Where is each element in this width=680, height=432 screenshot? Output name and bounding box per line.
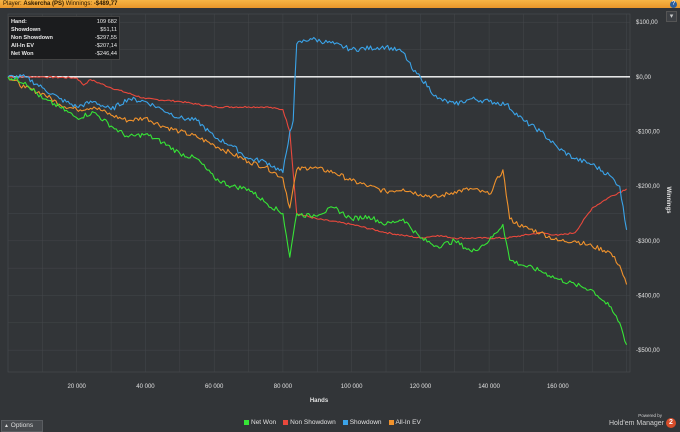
plot-frame xyxy=(7,13,631,373)
y-tick-label: -$100,00 xyxy=(636,130,660,136)
chart-grid xyxy=(7,13,631,373)
title-bar: Player: Askercha (PS) Winnings: -$489,77… xyxy=(0,0,680,8)
winnings-label: Winnings: xyxy=(65,1,93,7)
legend-label: Showdown xyxy=(349,419,382,426)
stat-value: -$297,55 xyxy=(94,35,117,41)
legend-label: Net Won xyxy=(251,419,277,426)
legend-item-showdown[interactable]: Showdown xyxy=(342,419,382,426)
y-tick-label: -$400,00 xyxy=(636,293,660,299)
y-axis-label: Winnings xyxy=(665,187,671,215)
stat-label: Net Won xyxy=(11,51,34,57)
legend-item-all-in-ev[interactable]: All-In EV xyxy=(388,419,421,426)
stat-value: -$246,44 xyxy=(94,51,117,57)
player-name: Askercha (PS) xyxy=(23,1,65,7)
legend-label: All-In EV xyxy=(395,419,421,426)
series-line-showdown xyxy=(7,36,628,230)
series-line-all-in_ev xyxy=(7,76,628,285)
x-tick-label: 60 000 xyxy=(205,384,224,390)
stat-row-hand: Hand: 109 682 xyxy=(11,18,117,26)
hm2-logo-icon: 2 xyxy=(666,418,676,428)
expand-icon[interactable]: ▾ xyxy=(666,11,677,22)
legend-swatch xyxy=(388,420,394,425)
product-name: Hold'em Manager xyxy=(608,419,664,427)
options-button[interactable]: ▲ Options xyxy=(1,420,43,432)
stat-row-non-showdown: Non Showdown -$297,55 xyxy=(11,34,117,42)
y-tick-label: -$500,00 xyxy=(636,348,660,354)
legend-swatch xyxy=(283,420,289,425)
stat-label: Non Showdown xyxy=(11,35,53,41)
triangle-up-icon: ▲ xyxy=(4,423,9,429)
x-axis-label: Hands xyxy=(310,398,329,404)
series-line-net-won xyxy=(7,76,628,345)
stat-value: $51,11 xyxy=(100,27,117,33)
stat-label: Showdown xyxy=(11,27,41,33)
chart-legend: Net Won Non Showdown Showdown All-In EV xyxy=(244,419,421,426)
chart-series xyxy=(7,36,630,345)
stat-row-net-won: Net Won -$246,44 xyxy=(11,50,117,58)
chart-ticks: 20 000 40 000 60 000 80 000 100 000 120 000 14… xyxy=(68,20,661,390)
x-tick-label: 120 000 xyxy=(410,384,432,390)
stat-label: Hand: xyxy=(11,19,27,25)
stat-row-all-in-ev: All-In EV -$207,14 xyxy=(11,42,117,50)
series-line-non-showdown xyxy=(8,75,627,240)
x-tick-label: 100 000 xyxy=(341,384,363,390)
powered-by-text: Powered by xyxy=(638,413,662,418)
y-tick-label: -$200,00 xyxy=(636,184,660,190)
stat-value: 109 682 xyxy=(96,19,117,25)
x-tick-label: 140 000 xyxy=(478,384,500,390)
help-icon[interactable]: ? xyxy=(670,1,677,8)
legend-label: Non Showdown xyxy=(290,419,336,426)
y-tick-label: $100,00 xyxy=(636,20,658,26)
winnings-value: -$489,77 xyxy=(93,1,118,7)
legend-swatch xyxy=(244,420,249,425)
stat-row-showdown: Showdown $51,11 xyxy=(11,26,117,34)
stats-panel: Hand: 109 682 Showdown $51,11 Non Showdown… xyxy=(8,16,120,60)
x-tick-label: 160 000 xyxy=(547,384,569,390)
player-label: Player: xyxy=(3,1,22,7)
stat-label: All-In EV xyxy=(11,43,34,49)
stat-value: -$207,14 xyxy=(94,43,117,49)
legend-item-net-won[interactable]: Net Won xyxy=(244,419,276,426)
options-label: Options xyxy=(10,422,34,429)
legend-item-non-showdown[interactable]: Non Showdown xyxy=(283,419,336,426)
legend-swatch xyxy=(342,420,348,425)
branding: Powered by Hold'em Manager 2 xyxy=(609,413,676,428)
x-tick-label: 20 000 xyxy=(68,384,87,390)
x-tick-label: 40 000 xyxy=(136,384,155,390)
y-tick-label: -$300,00 xyxy=(636,239,660,245)
y-tick-label: $0,00 xyxy=(636,75,652,81)
x-tick-label: 80 000 xyxy=(274,384,293,390)
